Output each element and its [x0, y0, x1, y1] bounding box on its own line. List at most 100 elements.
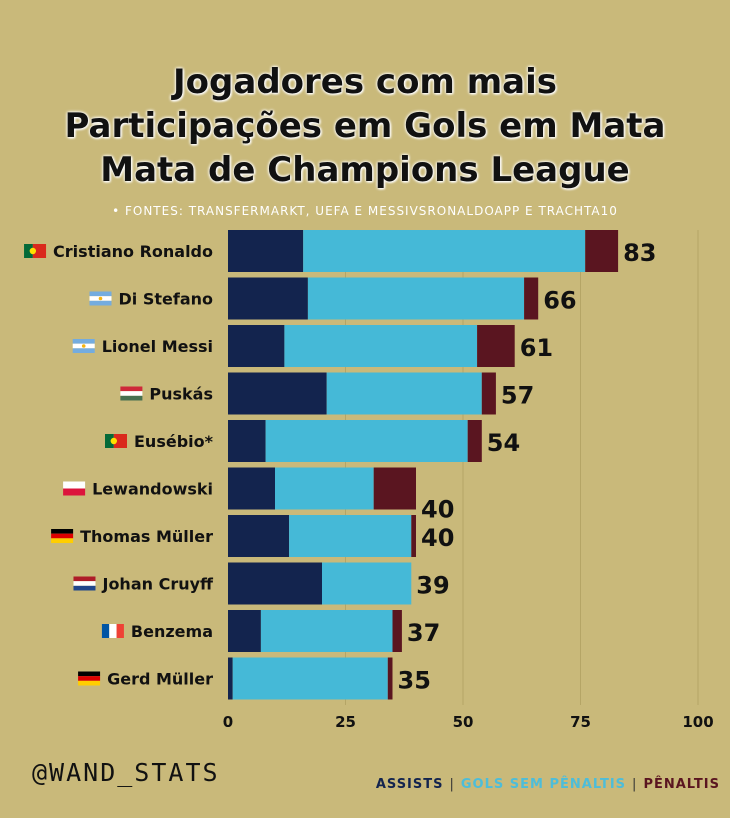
- total-label: 66: [543, 287, 576, 315]
- bar-segment: [232, 657, 388, 700]
- legend: ASSISTS | GOLS SEM PÊNALTIS | PÊNALTIS: [376, 777, 720, 792]
- flag-portugal-icon: [105, 434, 127, 448]
- flag-poland-icon: [63, 481, 86, 496]
- total-label: 61: [520, 334, 553, 362]
- bar-segment: [228, 420, 266, 462]
- category-label: Cristiano Ronaldo: [53, 242, 213, 261]
- total-label: 40: [421, 524, 454, 552]
- category-label: Thomas Müller: [80, 527, 213, 546]
- flag-part: [109, 624, 117, 638]
- flag-part: [32, 244, 47, 258]
- chart-subtitle: • FONTES: TRANSFERMARKT, UEFA E MESSIVSR…: [112, 204, 618, 218]
- flag-germany-icon: [78, 671, 101, 686]
- flag-part: [72, 339, 95, 344]
- flag-part: [63, 481, 86, 489]
- bar-segment: [307, 277, 525, 320]
- title-line: Mata de Champions League: [100, 150, 630, 190]
- flag-france-icon: [101, 624, 124, 638]
- category-label: Puskás: [149, 385, 213, 404]
- bar-segment: [260, 610, 393, 652]
- bar-segment: [326, 372, 482, 415]
- bar-segment: [467, 420, 482, 462]
- bar-segment: [289, 515, 412, 557]
- flag-part: [78, 671, 101, 677]
- flag-part: [120, 391, 143, 396]
- flag-part: [120, 395, 143, 401]
- flag-part: [51, 538, 74, 543]
- flag-part: [98, 296, 103, 301]
- x-tick-label: 100: [682, 713, 713, 731]
- x-tick-label: 75: [570, 713, 591, 731]
- total-label: 83: [623, 239, 656, 267]
- flag-part: [24, 244, 33, 258]
- flag-part: [89, 300, 112, 306]
- flag-part: [73, 576, 96, 582]
- category-label: Eusébio*: [134, 432, 214, 451]
- bar-segment: [387, 657, 393, 700]
- flag-part: [63, 488, 86, 496]
- legend-separator: |: [632, 777, 638, 792]
- flag-part: [110, 437, 118, 445]
- category-label: Gerd Müller: [107, 670, 213, 689]
- x-tick-label: 25: [335, 713, 356, 731]
- bar-segment: [585, 230, 619, 272]
- flag-part: [78, 680, 101, 686]
- bar-segment: [481, 372, 496, 415]
- category-label: Di Stefano: [119, 290, 214, 309]
- bar-segment: [284, 325, 478, 367]
- flag-hungary-icon: [120, 386, 143, 401]
- legend-gols: GOLS SEM PÊNALTIS: [460, 777, 627, 792]
- flag-argentina-icon: [72, 339, 95, 353]
- total-label: 54: [487, 429, 520, 457]
- bar-segment: [228, 372, 327, 415]
- x-tick-label: 50: [453, 713, 474, 731]
- bar-segment: [228, 610, 261, 652]
- flag-netherlands-icon: [73, 576, 96, 591]
- flag-part: [120, 386, 143, 392]
- category-label: Lewandowski: [92, 480, 213, 499]
- bar-segment: [477, 325, 515, 367]
- chart-title: Jogadores com mais Participações em Gols…: [20, 60, 710, 192]
- legend-separator: |: [449, 777, 455, 792]
- x-tick-label: 0: [223, 713, 233, 731]
- flag-part: [105, 434, 114, 448]
- bar-segment: [373, 467, 416, 510]
- total-label: 37: [407, 619, 440, 647]
- bar-segment: [275, 467, 374, 510]
- title-line: Jogadores com mais: [173, 62, 557, 102]
- flag-part: [78, 676, 101, 681]
- bar-segment: [322, 562, 412, 605]
- bar-segment: [392, 610, 402, 652]
- flag-part: [116, 624, 124, 638]
- author-handle: @WAND_STATS: [32, 758, 220, 787]
- bar-segment: [228, 467, 275, 510]
- total-label: 39: [416, 572, 449, 600]
- total-label: 57: [501, 382, 534, 410]
- flag-part: [72, 348, 95, 353]
- flag-part: [29, 247, 37, 255]
- category-label: Benzema: [131, 622, 213, 641]
- flag-part: [81, 344, 86, 348]
- flag-argentina-icon: [89, 291, 112, 306]
- total-label: 40: [421, 496, 454, 524]
- flag-part: [89, 291, 112, 297]
- bar-segment: [228, 325, 285, 367]
- total-label: 35: [398, 667, 431, 695]
- bar-segment: [265, 420, 468, 462]
- bar-segment: [411, 515, 416, 557]
- bar-segment: [228, 562, 322, 605]
- legend-assists: ASSISTS: [375, 777, 444, 792]
- bar-segment: [228, 230, 304, 272]
- category-label: Johan Cruyff: [101, 575, 214, 594]
- flag-part: [113, 434, 127, 448]
- legend-penaltis: PÊNALTIS: [643, 777, 720, 792]
- category-label: Lionel Messi: [102, 337, 213, 356]
- bar-segment: [524, 277, 539, 320]
- flag-part: [73, 581, 96, 586]
- bar-segment: [228, 515, 290, 557]
- bar-segment: [228, 657, 233, 700]
- flag-part: [51, 533, 74, 539]
- title-line: Participações em Gols em Mata: [64, 106, 666, 146]
- flag-part: [101, 624, 110, 638]
